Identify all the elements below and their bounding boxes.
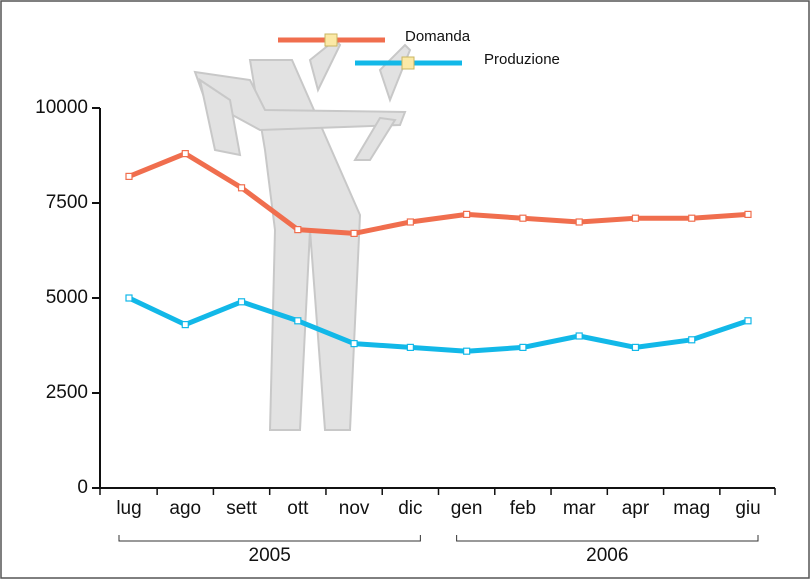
data-point — [631, 343, 640, 351]
data-point — [688, 336, 696, 344]
data-point — [237, 298, 246, 306]
year-label: 2005 — [249, 545, 291, 566]
data-point — [294, 226, 302, 234]
y-tick-label: 5000 — [46, 287, 88, 308]
data-point — [350, 340, 358, 348]
year-bracket — [456, 535, 759, 542]
data-point — [575, 218, 583, 226]
x-tick-label: dic — [398, 498, 422, 519]
x-tick-label: giu — [735, 498, 760, 519]
legend-label: Domanda — [405, 28, 471, 45]
x-tick-label: mar — [563, 498, 596, 519]
legend-marker — [324, 33, 338, 47]
x-tick-label: nov — [339, 498, 370, 519]
x-tick-label: feb — [510, 498, 536, 519]
x-tick-label: ott — [287, 498, 309, 519]
x-tick-label: apr — [622, 498, 650, 519]
data-point — [406, 343, 414, 351]
data-point — [744, 317, 752, 325]
y-tick-label: 7500 — [46, 192, 88, 213]
data-point — [463, 210, 471, 218]
x-tick-label: ago — [169, 498, 201, 519]
data-point — [125, 172, 133, 180]
y-tick-label: 2500 — [46, 382, 88, 403]
data-point — [575, 332, 583, 340]
legend-label: Produzione — [484, 51, 560, 68]
data-point — [181, 150, 189, 158]
data-point — [631, 214, 640, 222]
data-point — [237, 184, 246, 192]
data-point — [463, 347, 471, 355]
series-line — [127, 295, 749, 354]
x-tick-label: sett — [226, 498, 257, 519]
data-point — [181, 321, 189, 329]
data-point — [519, 343, 527, 351]
x-tick-label: mag — [673, 498, 710, 519]
data-point — [519, 214, 527, 222]
data-point — [294, 317, 302, 325]
data-point — [406, 218, 414, 226]
data-point — [744, 210, 752, 218]
x-tick-label: gen — [451, 498, 483, 519]
y-tick-label: 0 — [77, 477, 88, 498]
year-label: 2006 — [586, 545, 628, 566]
data-point — [688, 214, 696, 222]
x-tick-label: lug — [116, 498, 141, 519]
data-point — [125, 294, 133, 302]
data-point — [350, 229, 358, 237]
year-bracket — [118, 535, 421, 542]
y-tick-label: 10000 — [35, 97, 88, 118]
legend-marker — [401, 56, 415, 70]
series-line — [128, 151, 749, 236]
